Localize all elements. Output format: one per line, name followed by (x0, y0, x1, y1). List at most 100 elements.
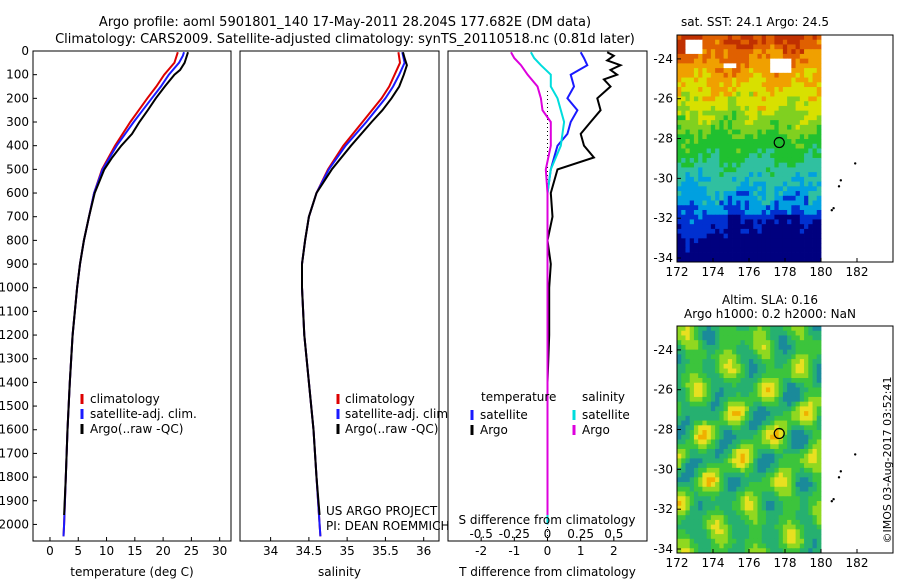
map-cell (693, 191, 699, 197)
map-cell (791, 53, 796, 60)
legend-label: Argo (582, 423, 610, 437)
map-cell (723, 233, 729, 239)
map-cell (753, 401, 758, 407)
map-cell (816, 477, 822, 483)
map-cell (799, 392, 805, 398)
map-cell (681, 335, 686, 341)
map-cell (744, 349, 750, 355)
map-cell (753, 58, 758, 64)
map-cell (736, 101, 741, 107)
map-cell (740, 53, 746, 60)
map-cell (808, 496, 813, 502)
map-cell (778, 401, 784, 407)
map-cell (778, 340, 784, 346)
map-cell (689, 44, 695, 50)
map-cell (719, 510, 724, 516)
map-cell (812, 368, 818, 374)
map-cell (732, 124, 737, 130)
map-cell (757, 157, 763, 164)
map-cell (685, 534, 691, 540)
map-cell (757, 96, 763, 102)
map-cell (791, 349, 796, 355)
map-cell (736, 491, 741, 497)
map-cell (778, 139, 784, 145)
map-cell (795, 534, 801, 540)
map-cell (787, 387, 792, 393)
map-cell (727, 167, 733, 173)
map-cell (791, 434, 796, 440)
map-cell (791, 411, 796, 417)
map-cell (757, 472, 763, 478)
map-cell (753, 467, 758, 474)
map-cell (732, 534, 737, 540)
map-cell (723, 387, 729, 393)
map-cell (710, 359, 716, 365)
map-cell (736, 124, 741, 130)
map-cell (744, 209, 750, 216)
map-cell (749, 77, 754, 83)
map-cell (761, 167, 767, 173)
map-cell (791, 524, 796, 530)
map-cell (723, 359, 729, 365)
map-cell (677, 382, 682, 388)
map-cell (719, 515, 724, 521)
map-cell (795, 105, 801, 112)
map-cell (816, 472, 822, 478)
map-cell (736, 363, 741, 369)
map-cell (698, 195, 703, 201)
map-cell (761, 448, 767, 455)
map-cell (757, 124, 763, 130)
map-cell (799, 228, 805, 235)
map-cell (740, 186, 746, 192)
map-cell (698, 482, 703, 488)
map-cell (753, 472, 758, 478)
map-cell (808, 458, 813, 464)
map-cell (816, 167, 822, 173)
map-cell (778, 439, 784, 445)
map-cell (782, 134, 788, 140)
map-cell (782, 129, 788, 135)
map-cell (740, 195, 746, 201)
map-cell (795, 53, 801, 60)
map-cell (787, 491, 792, 497)
map-cell (804, 172, 809, 178)
map-cell (702, 415, 708, 421)
map-cell (795, 120, 801, 126)
map-cell (812, 44, 818, 50)
series-line (63, 51, 189, 516)
map-cell (723, 401, 729, 407)
argo-location-marker (773, 427, 785, 440)
map-cell (812, 491, 818, 497)
map-cell (808, 68, 813, 74)
map-cell (816, 505, 822, 511)
map-cell (677, 453, 682, 459)
map-cell (804, 486, 809, 492)
map-cell (715, 191, 720, 197)
map-cell (723, 453, 729, 459)
map-cell (757, 387, 763, 393)
map-cell (710, 340, 716, 346)
map-cell (732, 139, 737, 145)
map-cell (799, 396, 805, 403)
map-cell (749, 238, 754, 244)
map-cell (774, 392, 780, 398)
map-cell (749, 143, 754, 149)
map-cell (698, 120, 703, 126)
map-cell (689, 491, 695, 497)
map-cell (812, 486, 818, 492)
map-cell (799, 129, 805, 135)
map-cell (702, 115, 708, 121)
map-cell (812, 524, 818, 530)
x-tick-label: -2 (475, 544, 487, 558)
map-cell (808, 181, 813, 187)
map-cell (685, 247, 691, 253)
map-cell (778, 392, 784, 398)
map-cell (795, 124, 801, 130)
map-cell (761, 35, 767, 41)
map-cell (778, 519, 784, 526)
map-cell (749, 330, 754, 336)
map-cell (765, 247, 771, 253)
map-cell (723, 519, 729, 526)
map-cell (804, 96, 809, 102)
map-cell (812, 124, 818, 130)
